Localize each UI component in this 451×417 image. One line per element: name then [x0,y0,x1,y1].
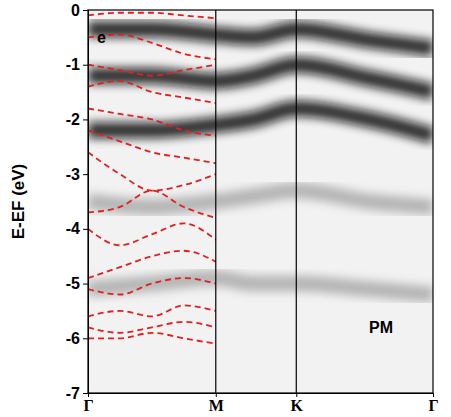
calculated-band [88,322,216,333]
x-tick-label: Γ [428,397,438,414]
x-axis: ΓMKΓ [83,393,438,414]
x-tick-label: K [291,397,304,414]
calculated-band [88,152,216,190]
annotation: e [97,29,106,46]
y-axis: 0 -1 -2 -3 -4 -5 -6 -7 [66,2,89,402]
intensity-band [88,191,433,207]
intensity-band [88,278,433,294]
calculated-band [88,305,216,316]
y-tick: -1 [66,56,88,73]
y-tick-label: -7 [66,385,80,402]
calculated-band [88,13,216,18]
y-tick-label: -3 [66,166,80,183]
symmetry-line [215,10,216,393]
y-axis-line [83,11,89,394]
marks [88,13,433,344]
chart: 0-1-2-3-4-5-6-7ΓMKΓePME-EF (eV) [0,0,451,417]
x-tick: Γ [83,393,93,414]
annotation: PM [369,319,393,336]
y-tick-mark [83,119,88,120]
x-tick: K [291,393,304,414]
calculated-band [88,35,216,60]
y-tick-label: -1 [66,56,80,73]
y-tick: -5 [66,275,88,292]
y-tick: -6 [66,330,88,347]
calculated-band [88,191,216,218]
calculated-band [88,333,216,344]
calculated-band [88,81,216,103]
x-tick: Γ [428,393,438,414]
x-tick-label: M [209,397,224,414]
x-tick-label: Γ [83,397,93,414]
plot: 0-1-2-3-4-5-6-7ΓMKΓePM [66,2,439,415]
calculated-band [88,251,216,278]
symmetry-line [296,10,297,393]
plot-background [88,10,433,393]
y-tick: 0 [71,2,88,19]
plot-frame [88,10,433,393]
intensity-band [88,108,433,135]
y-tick: -4 [66,220,88,237]
calculated-band [88,108,216,135]
y-tick-mark [83,338,88,339]
calculated-band [88,278,216,294]
y-tick-label: -6 [66,330,80,347]
y-tick-label: -5 [66,275,80,292]
x-axis-line [89,394,434,398]
calculated-band [88,223,216,245]
y-tick: -3 [66,166,88,183]
y-tick-label: 0 [71,2,80,19]
calculated-band [88,65,216,76]
y-tick-label: -4 [66,220,80,237]
y-tick-mark [83,65,88,66]
y-tick: -2 [66,111,88,128]
y-tick-mark [83,174,88,175]
calculated-band [88,130,216,163]
y-tick-label: -2 [66,111,80,128]
y-tick-mark [83,393,88,394]
y-tick-mark [83,284,88,285]
y-tick-mark [83,229,88,230]
y-tick-mark [83,10,88,11]
x-tick: M [209,393,224,414]
y-axis-title: E-EF (eV) [9,164,28,240]
